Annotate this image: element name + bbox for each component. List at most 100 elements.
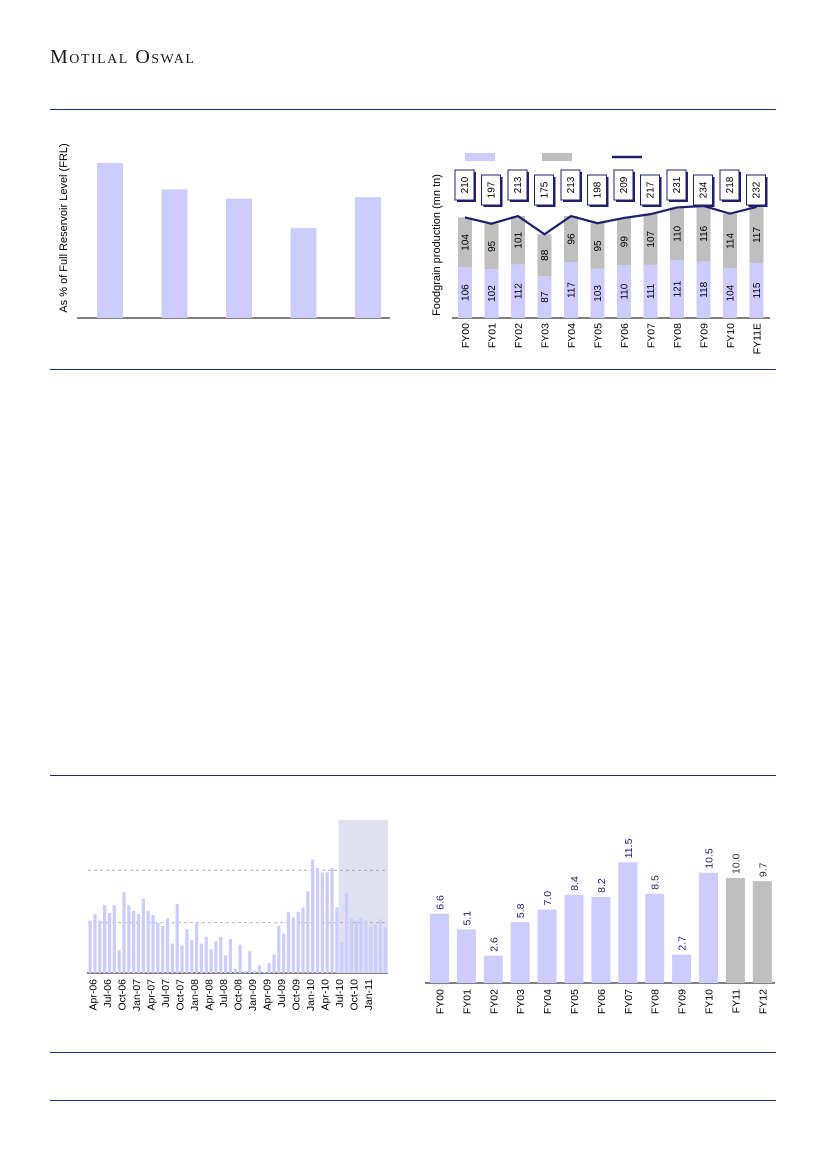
y-axis-label: Foodgrain production (mn tn)	[431, 174, 443, 316]
data-label: 117	[752, 227, 763, 243]
total-label-box	[481, 174, 501, 206]
monthly-bar	[141, 898, 145, 973]
x-tick-label: Oct-06	[116, 979, 128, 1011]
monthly-bar	[296, 911, 300, 973]
section-rule-lower-charts-top	[50, 775, 776, 776]
brand-logo: Motilal Oswal	[50, 46, 196, 68]
total-label: 209	[619, 176, 630, 193]
monthly-bar	[311, 859, 315, 973]
monthly-bar	[243, 970, 247, 973]
x-tick-label: FY09	[677, 989, 689, 1014]
x-tick-label: FY01	[461, 989, 473, 1014]
total-label: 210	[460, 176, 471, 193]
annual-bar	[456, 929, 476, 983]
x-tick-label: FY02	[513, 323, 525, 348]
x-tick-label: Oct-07	[175, 979, 187, 1011]
annual-bar	[537, 909, 557, 983]
x-tick-label: FY00	[460, 323, 472, 348]
annual-bar	[510, 922, 530, 983]
monthly-bar	[282, 933, 286, 973]
bar-segment-lavender	[484, 269, 499, 318]
bar-segment-lavender	[458, 267, 472, 318]
x-tick-label: Jan-07	[131, 979, 143, 1011]
x-tick-label: Jan-11	[363, 979, 375, 1010]
monthly-bar	[228, 939, 233, 973]
reservoir-level-chart: As % of Full Reservoir Level (FRL)	[58, 143, 390, 319]
annual-bar-chart: 6.6 FY00 5.1 FY01 2.6 FY02 5.8 FY03 7.0 FY04 8.4 FY…	[425, 838, 775, 1014]
x-tick-label: FY01	[487, 323, 499, 348]
monthly-bar	[88, 920, 92, 973]
x-tick-label: FY05	[569, 989, 581, 1014]
monthly-bar	[199, 943, 204, 973]
total-label: 231	[672, 176, 683, 193]
data-label: 6.6	[435, 895, 447, 910]
bar-segment-lavender	[564, 262, 578, 318]
x-tick-label: Jul-06	[102, 979, 114, 1008]
monthly-bar	[204, 936, 208, 973]
monthly-bar	[369, 927, 373, 973]
bar-segment-grey	[723, 213, 737, 269]
bar-segment-lavender	[537, 276, 552, 318]
monthly-bar	[291, 917, 295, 973]
data-label: 95	[593, 240, 604, 252]
reservoir-bar	[355, 197, 381, 318]
annual-bar	[483, 955, 503, 983]
legend-swatch-grey	[542, 153, 572, 161]
x-tick-label: FY12	[757, 989, 769, 1014]
reservoir-bar	[97, 163, 123, 318]
x-tick-label: Oct-08	[233, 979, 245, 1011]
bar-segment-lavender	[511, 264, 525, 318]
data-label: 2.6	[488, 937, 500, 952]
monthly-bar	[112, 905, 116, 973]
monthly-bar	[364, 920, 368, 973]
x-tick-label: Oct-09	[291, 979, 303, 1011]
data-label: 114	[726, 233, 737, 249]
data-label: 95	[487, 240, 498, 252]
monthly-bar	[233, 968, 237, 973]
monthly-bar	[325, 872, 329, 973]
bar-segment-grey	[617, 217, 631, 266]
x-tick-label: Apr-08	[204, 979, 216, 1011]
x-tick-label: FY10	[725, 323, 737, 348]
x-tick-label: Apr-09	[262, 979, 274, 1011]
reservoir-bar	[290, 228, 317, 318]
x-tick-label: FY08	[650, 989, 662, 1014]
monthly-bar	[286, 911, 291, 973]
total-label: 213	[513, 176, 524, 193]
bar-segment-grey	[670, 207, 684, 261]
monthly-bar	[146, 910, 150, 973]
monthly-bar	[238, 944, 242, 973]
x-tick-label: FY03	[515, 989, 527, 1014]
monthly-bar	[175, 904, 179, 973]
monthly-bar	[122, 892, 126, 973]
monthly-bar-chart: Apr-06 Jul-06 Oct-06 Jan-07 Apr-07 Jul-07 Oct-…	[87, 820, 388, 1011]
data-label: 117	[567, 282, 578, 298]
annual-bar	[645, 893, 665, 983]
monthly-bar	[98, 920, 102, 973]
y-axis-label: As % of Full Reservoir Level (FRL)	[58, 143, 70, 312]
monthly-bar	[165, 918, 170, 973]
x-tick-label: FY08	[672, 323, 684, 348]
monthly-bar	[136, 913, 141, 973]
total-label-box	[640, 174, 660, 206]
data-label: 107	[646, 230, 657, 247]
bar-segment-grey	[643, 213, 658, 265]
bar-segment-grey	[749, 206, 764, 263]
monthly-bar	[103, 905, 107, 973]
x-tick-label: FY02	[488, 989, 500, 1014]
x-tick-label: Jul-07	[160, 979, 172, 1008]
annual-bar	[725, 878, 745, 983]
monthly-bar	[267, 963, 271, 973]
total-label-box	[534, 174, 554, 206]
x-tick-label: FY11	[730, 989, 742, 1013]
data-label: 115	[752, 282, 763, 298]
bar-segment-grey	[484, 223, 499, 270]
bar-segment-grey	[458, 217, 472, 268]
bar-segment-grey	[564, 216, 578, 262]
reservoir-bar	[161, 189, 188, 318]
total-label-box	[746, 174, 766, 206]
data-label: 104	[726, 284, 737, 301]
data-label: 99	[620, 236, 631, 248]
monthly-bar	[156, 922, 160, 973]
monthly-bar	[209, 948, 213, 973]
